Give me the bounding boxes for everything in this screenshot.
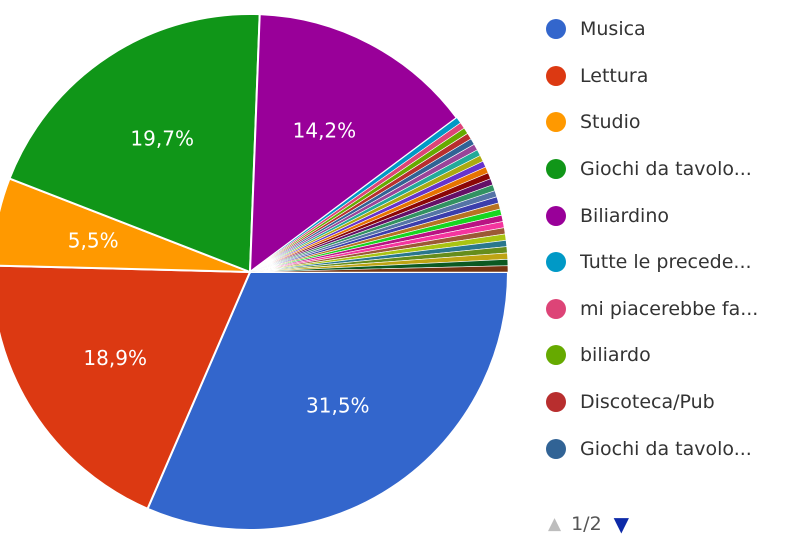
- legend-label: Tutte le precede...: [580, 251, 752, 274]
- legend-swatch: [546, 205, 566, 226]
- page-indicator: 1/2: [571, 513, 602, 535]
- slice-label: 31,5%: [306, 394, 370, 418]
- legend-swatch: [546, 345, 566, 366]
- legend-item: Tutte le precede...: [546, 239, 808, 286]
- pie-slice-minor: [249, 265, 509, 273]
- legend-label: Biliardino: [580, 204, 669, 227]
- pie-slice-musica: [146, 271, 510, 531]
- legend-item: Biliardino: [546, 192, 808, 239]
- legend-pager: ▲ 1/2 ▼: [548, 512, 629, 536]
- legend-label: Giochi da tavolo...: [580, 158, 752, 181]
- legend-label: Lettura: [580, 64, 649, 87]
- legend-label: biliardo: [580, 344, 651, 367]
- triangle-up-icon[interactable]: ▲: [548, 514, 562, 534]
- legend-item: Giochi da tavolo...: [546, 146, 808, 193]
- slice-label: 14,2%: [293, 118, 357, 142]
- legend-swatch: [546, 252, 566, 273]
- legend-item: Studio: [546, 99, 808, 146]
- legend-item: Discoteca/Pub: [546, 379, 808, 426]
- legend-swatch: [546, 298, 566, 319]
- legend-item: Musica: [546, 6, 808, 53]
- legend-swatch: [546, 438, 566, 459]
- legend-item: biliardo: [546, 332, 808, 379]
- legend-label: Discoteca/Pub: [580, 391, 715, 414]
- legend-swatch: [546, 19, 566, 40]
- pie-slice-giochi-da-tavolo: [8, 13, 261, 274]
- legend-swatch: [546, 392, 566, 413]
- legend-item: mi piacerebbe fa...: [546, 286, 808, 333]
- legend: Musica Lettura Studio Giochi da tavolo... Bi…: [546, 6, 808, 472]
- slice-label: 5,5%: [68, 229, 119, 253]
- triangle-down-icon[interactable]: ▼: [613, 512, 630, 536]
- pie-slice-lettura: [0, 264, 252, 511]
- legend-swatch: [546, 159, 566, 180]
- legend-label: Musica: [580, 18, 646, 41]
- legend-swatch: [546, 65, 566, 86]
- legend-item: Lettura: [546, 53, 808, 100]
- legend-label: Giochi da tavolo...: [580, 437, 752, 460]
- pie-slice-biliardino: [248, 13, 459, 275]
- legend-swatch: [546, 112, 566, 133]
- slice-label: 19,7%: [130, 126, 194, 150]
- slice-label: 18,9%: [83, 346, 147, 370]
- legend-label: Studio: [580, 111, 641, 134]
- legend-item: Giochi da tavolo...: [546, 425, 808, 472]
- legend-label: mi piacerebbe fa...: [580, 297, 759, 320]
